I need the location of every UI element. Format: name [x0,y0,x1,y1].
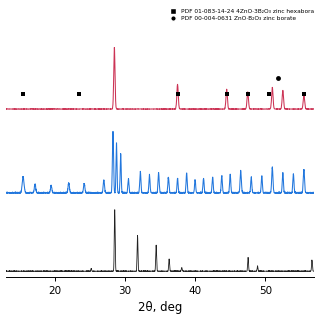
Legend: PDF 01-083-14-24 4ZnO·3B₂O₃ zinc hexabora, PDF 00-004-0631 ZnO·B₂O₃ zinc borate: PDF 01-083-14-24 4ZnO·3B₂O₃ zinc hexabor… [167,8,315,21]
X-axis label: 2θ, deg: 2θ, deg [138,301,182,315]
